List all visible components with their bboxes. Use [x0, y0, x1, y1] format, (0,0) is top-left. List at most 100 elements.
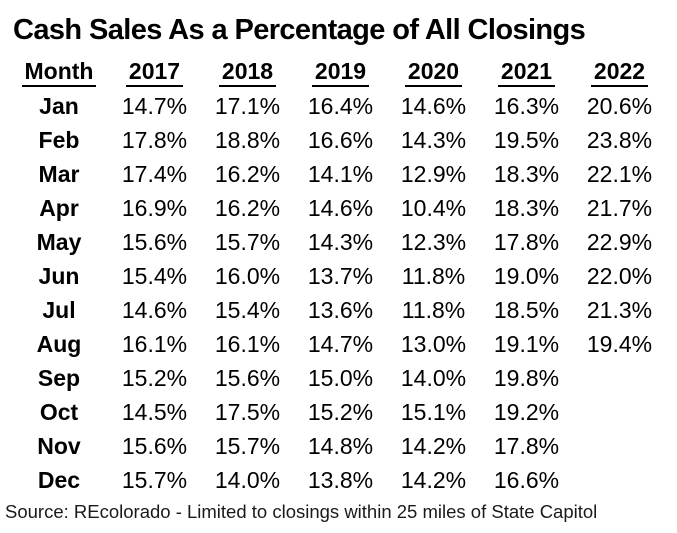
- table-cell: 19.4%: [586, 331, 653, 357]
- column-header-label: 2018: [218, 57, 277, 87]
- table-cell: 15.0%: [307, 365, 374, 391]
- table-cell: 12.9%: [400, 161, 467, 187]
- table-cell: 13.8%: [307, 467, 374, 493]
- table-cell: 17.8%: [493, 433, 560, 459]
- table-cell: 20.6%: [586, 93, 653, 119]
- table-row-jul: Jul 14.6% 15.4% 13.6% 11.8% 18.5% 21.3%: [10, 293, 666, 327]
- table-row-oct: Oct 14.5% 17.5% 15.2% 15.1% 19.2%: [10, 395, 666, 429]
- table-row-feb: Feb 17.8% 18.8% 16.6% 14.3% 19.5% 23.8%: [10, 123, 666, 157]
- table-cell: 11.8%: [401, 263, 466, 289]
- cash-sales-table: Month 2017 2018 2019 2020 2021 2022 Jan 14.7% 17…: [10, 52, 666, 497]
- table-cell: 18.3%: [493, 161, 560, 187]
- table-row-aug: Aug 16.1% 16.1% 14.7% 13.0% 19.1% 19.4%: [10, 327, 666, 361]
- table-cell: 17.4%: [121, 161, 188, 187]
- table-cell: 11.8%: [401, 297, 466, 323]
- column-header-2019: 2019: [294, 52, 387, 89]
- table-cell: 14.2%: [400, 467, 467, 493]
- table-cell: 18.3%: [493, 195, 560, 221]
- table-cell: 19.0%: [493, 263, 560, 289]
- column-header-label: 2020: [404, 57, 463, 87]
- column-header-label: 2021: [497, 57, 556, 87]
- table-row-apr: Apr 16.9% 16.2% 14.6% 10.4% 18.3% 21.7%: [10, 191, 666, 225]
- row-label: Nov: [37, 433, 81, 459]
- table-cell: 16.1%: [121, 331, 188, 357]
- table-cell: 13.0%: [400, 331, 467, 357]
- table-cell: 14.3%: [400, 127, 467, 153]
- table-body: Jan 14.7% 17.1% 16.4% 14.6% 16.3% 20.6% Feb 17.8…: [10, 89, 666, 497]
- column-header-2021: 2021: [480, 52, 573, 89]
- row-label: Jun: [38, 263, 80, 289]
- row-label: Jul: [42, 297, 76, 323]
- table-cell: 14.1%: [307, 161, 374, 187]
- table-cell: 16.0%: [214, 263, 281, 289]
- table-cell: 18.5%: [493, 297, 560, 323]
- table-row-jun: Jun 15.4% 16.0% 13.7% 11.8% 19.0% 22.0%: [10, 259, 666, 293]
- table-header-row: Month 2017 2018 2019 2020 2021 2022: [10, 52, 666, 89]
- table-cell: 14.7%: [121, 93, 188, 119]
- row-label: Feb: [38, 127, 80, 153]
- table-cell: [573, 463, 666, 497]
- table-cell: 16.6%: [307, 127, 374, 153]
- table-cell: 15.4%: [214, 297, 281, 323]
- table-row-mar: Mar 17.4% 16.2% 14.1% 12.9% 18.3% 22.1%: [10, 157, 666, 191]
- table-cell: 15.7%: [121, 467, 188, 493]
- table-cell: 18.8%: [214, 127, 281, 153]
- table-header: Month 2017 2018 2019 2020 2021 2022: [10, 52, 666, 89]
- table-cell: 16.2%: [214, 195, 281, 221]
- table-cell: 15.7%: [214, 229, 281, 255]
- row-label: Aug: [36, 331, 82, 357]
- table-cell: 17.8%: [493, 229, 560, 255]
- table-cell: 14.6%: [121, 297, 188, 323]
- table-cell: [573, 361, 666, 395]
- column-header-2020: 2020: [387, 52, 480, 89]
- table-cell: [573, 429, 666, 463]
- table-cell: 17.1%: [214, 93, 281, 119]
- table-cell: 23.8%: [586, 127, 653, 153]
- column-header-2017: 2017: [108, 52, 201, 89]
- table-cell: 15.6%: [214, 365, 281, 391]
- table-cell: 16.3%: [493, 93, 560, 119]
- table-cell: 16.4%: [307, 93, 374, 119]
- table-cell: 14.6%: [307, 195, 374, 221]
- table-cell: 15.2%: [121, 365, 188, 391]
- table-cell: 19.8%: [493, 365, 560, 391]
- table-cell: 14.0%: [400, 365, 467, 391]
- table-cell: 14.7%: [307, 331, 374, 357]
- column-header-2018: 2018: [201, 52, 294, 89]
- table-cell: 13.6%: [307, 297, 374, 323]
- table-row-sep: Sep 15.2% 15.6% 15.0% 14.0% 19.8%: [10, 361, 666, 395]
- table-cell: 14.3%: [307, 229, 374, 255]
- page-title: Cash Sales As a Percentage of All Closin…: [13, 14, 586, 46]
- table-cell: 22.1%: [586, 161, 653, 187]
- table-cell: [573, 395, 666, 429]
- source-note: Source: REcolorado - Limited to closings…: [5, 501, 598, 522]
- table-cell: 21.3%: [586, 297, 653, 323]
- column-header-month: Month: [10, 52, 108, 89]
- table-cell: 12.3%: [400, 229, 467, 255]
- table-cell: 22.9%: [586, 229, 653, 255]
- table-cell: 14.2%: [400, 433, 467, 459]
- row-label: Mar: [38, 161, 80, 187]
- row-label: May: [36, 229, 82, 255]
- table-row-may: May 15.6% 15.7% 14.3% 12.3% 17.8% 22.9%: [10, 225, 666, 259]
- table-cell: 21.7%: [586, 195, 653, 221]
- column-header-label: 2017: [125, 57, 184, 87]
- table-cell: 10.4%: [400, 195, 467, 221]
- table-row-dec: Dec 15.7% 14.0% 13.8% 14.2% 16.6%: [10, 463, 666, 497]
- table-cell: 16.2%: [214, 161, 281, 187]
- row-label: Jan: [39, 93, 79, 119]
- row-label: Apr: [39, 195, 79, 221]
- table-cell: 16.9%: [121, 195, 188, 221]
- table-cell: 19.5%: [493, 127, 560, 153]
- column-header-label: 2022: [590, 57, 649, 87]
- table-cell: 19.1%: [493, 331, 560, 357]
- table-cell: 17.8%: [121, 127, 188, 153]
- table-cell: 16.1%: [214, 331, 281, 357]
- table-cell: 17.5%: [214, 399, 281, 425]
- column-header-label: 2019: [311, 57, 370, 87]
- table-row-jan: Jan 14.7% 17.1% 16.4% 14.6% 16.3% 20.6%: [10, 89, 666, 123]
- table-row-nov: Nov 15.6% 15.7% 14.8% 14.2% 17.8%: [10, 429, 666, 463]
- table-cell: 14.0%: [214, 467, 281, 493]
- table-cell: 15.7%: [214, 433, 281, 459]
- table-cell: 22.0%: [586, 263, 653, 289]
